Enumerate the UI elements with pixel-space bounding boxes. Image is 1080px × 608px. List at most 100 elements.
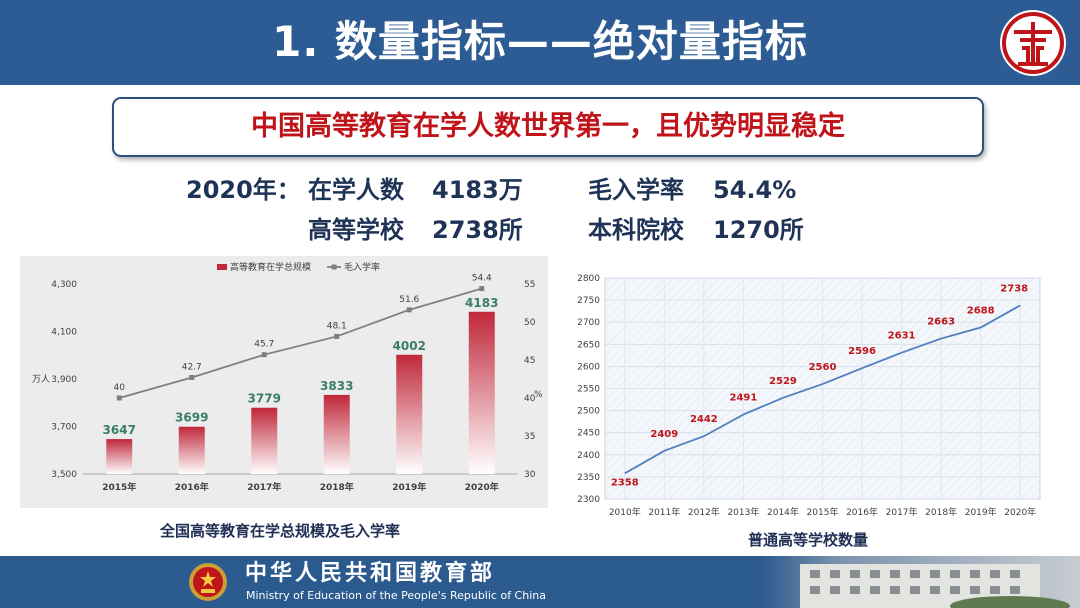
- x-tick-label: 2016年: [846, 506, 878, 518]
- bar-value-label: 3699: [175, 411, 208, 425]
- data-value-label: 2560: [809, 362, 837, 373]
- grid-hatch: [568, 277, 675, 385]
- data-value-label: 2529: [769, 376, 797, 387]
- building-photo: [760, 556, 1080, 608]
- y-tick-label: 2300: [577, 495, 600, 505]
- stat-enrollment-label: 在学人数: [308, 176, 404, 204]
- bar-value-label: 3647: [103, 423, 136, 437]
- x-tick-label: 2011年: [648, 506, 680, 518]
- rate-point: [479, 286, 485, 292]
- x-tick-label: 2018年: [925, 506, 957, 518]
- rate-point: [406, 307, 412, 313]
- institution-line: [624, 304, 1021, 475]
- university-logo: [1000, 10, 1066, 76]
- rate-value-label: 40: [114, 383, 126, 393]
- rate-line: [119, 287, 483, 399]
- rate-point: [261, 352, 267, 358]
- legend-swatch-bar: [217, 264, 227, 270]
- x-tick-label: 2014年: [767, 506, 799, 518]
- bar: [251, 407, 278, 474]
- data-value-label: 2491: [729, 393, 757, 404]
- data-value-label: 2631: [888, 331, 916, 342]
- grid-hatch: [974, 427, 1046, 500]
- ministry-name-cn: 中华人民共和国教育部: [245, 560, 496, 586]
- y-tick-label: 2650: [577, 340, 600, 350]
- footer-bar: 中华人民共和国教育部 Ministry of Education of the …: [0, 556, 1080, 608]
- stat-enrollment-value: 4183万: [432, 176, 523, 204]
- y-tick-label: 4,300: [51, 280, 77, 290]
- data-value-label: 2358: [611, 477, 639, 488]
- data-value-label: 2738: [1000, 283, 1028, 294]
- title-bar: [0, 0, 1080, 85]
- y2-tick-label: 50: [524, 318, 536, 328]
- stat-gross-rate-value: 54.4%: [713, 176, 797, 204]
- x-tick-label: 2019年: [965, 506, 997, 518]
- grid-hatch: [992, 445, 1046, 500]
- data-value-label: 2663: [927, 317, 955, 328]
- y-tick-label: 3,700: [51, 423, 77, 433]
- y-tick-label: 2600: [577, 362, 600, 372]
- grid-hatch: [1001, 454, 1046, 500]
- bar-value-label: 4002: [393, 339, 426, 353]
- grid-hatch: [965, 418, 1046, 500]
- y2-tick-label: 30: [524, 470, 536, 480]
- rate-value-label: 51.6: [399, 295, 419, 305]
- grid-hatch: [947, 400, 1046, 500]
- x-tick-label: 2015年: [807, 506, 839, 518]
- y-tick-label: 4,100: [51, 328, 77, 338]
- bar-value-label: 3833: [320, 379, 353, 393]
- y2-tick-label: 35: [524, 432, 535, 442]
- stat-institutions-value: 2738所: [432, 216, 523, 244]
- x-tick-label: 2013年: [727, 506, 759, 518]
- rate-value-label: 45.7: [254, 340, 274, 350]
- y-tick-label: 2800: [577, 274, 600, 284]
- y2-tick-label: 45: [524, 356, 535, 366]
- mask-right: [1041, 278, 1046, 499]
- chart1-caption: 全国高等教育在学总规模及毛入学率: [160, 522, 401, 540]
- data-value-label: 2442: [690, 414, 718, 425]
- rate-point: [116, 395, 122, 401]
- y-tick-label: 2750: [577, 296, 600, 306]
- x-tick-label: 2018年: [320, 481, 354, 493]
- x-tick-label: 2017年: [886, 506, 918, 518]
- stat-gross-rate-label: 毛入学率: [588, 176, 684, 204]
- ministry-name-en: Ministry of Education of the People's Re…: [246, 589, 546, 602]
- grid-hatch: [983, 436, 1046, 500]
- stat-institutions-label: 高等学校: [308, 216, 404, 244]
- rate-point: [189, 374, 195, 380]
- stat-year: 2020年：: [186, 176, 301, 204]
- chart2-caption: 普通高等学校数量: [748, 531, 869, 549]
- y-tick-label: 2700: [577, 318, 600, 328]
- x-tick-label: 2019年: [392, 481, 426, 493]
- stat-undergrad-label: 本科院校: [588, 216, 684, 244]
- grid-hatch: [568, 277, 657, 367]
- mask-left: [568, 278, 604, 499]
- rate-value-label: 54.4: [472, 274, 492, 284]
- grid-hatch: [929, 382, 1046, 500]
- enrollment-rate-chart: 3,500 3,700 3,900 4,100 4,300 30 35 40 45 50 55 万人%…: [20, 256, 548, 508]
- x-tick-label: 2017年: [247, 481, 281, 493]
- legend-label-bar: 高等教育在学总规模: [230, 261, 311, 273]
- bar: [178, 426, 205, 474]
- institution-count-chart: 2300 2350 2400 2450 2500 2550 2600 2650 2700 2750…: [568, 265, 1046, 527]
- national-emblem-icon: [189, 563, 227, 601]
- x-tick-label: 2020年: [1004, 506, 1036, 518]
- data-value-label: 2688: [967, 306, 995, 317]
- y2-tick-label: 55: [524, 280, 535, 290]
- x-tick-label: 2015年: [102, 481, 136, 493]
- y-tick-label: 3,900: [51, 375, 77, 385]
- headline-box: 中国高等教育在学人数世界第一，且优势明显稳定: [112, 97, 984, 157]
- y-tick-label: 2350: [577, 473, 600, 483]
- rate-value-label: 42.7: [182, 362, 202, 372]
- grid-hatch: [956, 409, 1046, 500]
- y-axis-label: 万人: [32, 374, 50, 385]
- headline: 中国高等教育在学人数世界第一，且优势明显稳定: [251, 111, 845, 142]
- y-tick-label: 2500: [577, 407, 600, 417]
- bar-value-label: 4183: [465, 296, 498, 310]
- y-tick-label: 2400: [577, 451, 600, 461]
- bar: [396, 354, 423, 474]
- y2-axis-label: %: [534, 390, 543, 400]
- y-tick-label: 3,500: [51, 470, 77, 480]
- rate-value-label: 48.1: [327, 321, 347, 331]
- stat-undergrad-value: 1270所: [713, 216, 804, 244]
